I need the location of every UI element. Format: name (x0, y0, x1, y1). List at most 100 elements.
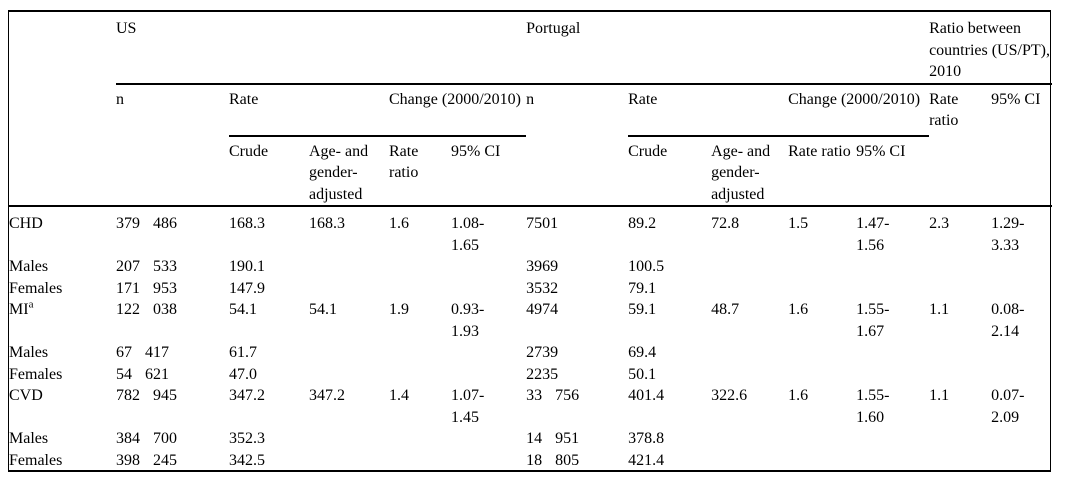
cell-ratio-ci (991, 256, 1052, 278)
cell-pt-ci (856, 428, 929, 450)
header-n-pt: n (526, 90, 535, 108)
cell-ratio-ci (991, 428, 1052, 450)
cell-us-ci: 0.93- 1.93 (451, 301, 485, 340)
cell-pt-ci (856, 256, 929, 278)
cell-us-ci (451, 342, 526, 364)
results-table: US Portugal Ratio between countries (US/… (9, 12, 1053, 472)
cell-pt-ci: 1.55- 1.60 (856, 387, 890, 426)
cell-ratio-rate-ratio: 2.3 (929, 205, 992, 256)
cell-pt-adjusted (711, 278, 788, 300)
cell-us-adjusted: 168.3 (309, 205, 389, 256)
header-rate-ratio-pt: Rate ratio (788, 142, 851, 160)
header-crude-us: Crude (229, 142, 269, 160)
cell-pt-ci (856, 450, 929, 472)
cell-pt-ci (856, 364, 929, 386)
cell-ratio-rate-ratio (929, 428, 991, 450)
header-portugal: Portugal (526, 12, 930, 85)
cell-us-rate-ratio: 1.9 (389, 301, 409, 318)
cell-us-adjusted: 347.2 (309, 387, 345, 404)
cell-us-adjusted (309, 278, 389, 300)
cell-pt-adjusted: 48.7 (711, 301, 740, 318)
cell-pt-crude: 89.2 (628, 205, 712, 256)
cell-us-crude: 61.7 (229, 344, 257, 361)
cell-pt-n: 4974 (526, 301, 559, 318)
cell-pt-n: 33 756 (526, 387, 580, 404)
header-change-pt: Change (2000/2010) (788, 83, 930, 137)
cell-ratio-ci (991, 450, 1052, 472)
cell-us-rate-ratio (389, 428, 451, 450)
row-label: Females (9, 451, 63, 469)
cell-pt-rate-ratio: 1.5 (788, 205, 857, 256)
cell-us-n: 398 245 (116, 451, 177, 469)
table-row-chd-females: Females 171 953 147.9 3532 79.1 (9, 278, 1052, 300)
table-row-cvd-males: Males 384 700 352.3 14 951 378.8 (9, 428, 1052, 450)
cell-pt-crude: 401.4 (628, 387, 665, 404)
table-row-chd: CHD 379 486 168.3 168.3 1.6 1.08- 1.65 7… (9, 205, 1053, 256)
cell-us-rate-ratio (389, 342, 451, 364)
cell-pt-adjusted: 72.8 (711, 205, 789, 256)
header-age-gender-adjusted-pt: Age- and gender-adjusted (711, 142, 771, 203)
table-row-mi-males: Males 67 417 61.7 2739 69.4 (9, 342, 1052, 364)
cell-pt-n: 2235 (526, 365, 559, 383)
row-label: Females (9, 365, 63, 383)
cell-us-ci: 1.07- 1.45 (451, 387, 485, 426)
cell-pt-rate-ratio (788, 256, 856, 278)
header-empty-corner (9, 12, 116, 84)
cell-pt-n: 14 951 (526, 430, 580, 447)
cell-us-n: 379 486 (116, 205, 229, 256)
header-ci-pt: 95% CI (856, 142, 906, 160)
cell-pt-crude: 59.1 (628, 301, 657, 318)
cell-ratio-rate-ratio (929, 278, 991, 300)
cell-ratio-ci: 1.29- 3.33 (991, 205, 1053, 256)
cell-pt-rate-ratio: 1.6 (788, 301, 809, 318)
cell-us-adjusted (309, 256, 389, 278)
header-row-measures: Crude Age- and gender-adjusted Rate rati… (9, 136, 1052, 207)
cell-us-n: 54 621 (116, 365, 169, 383)
cell-pt-ci: 1.47- 1.56 (856, 205, 930, 256)
cell-pt-crude: 421.4 (628, 451, 665, 469)
cell-pt-rate-ratio (788, 450, 856, 472)
cell-us-adjusted (309, 364, 389, 386)
cell-us-n: 782 945 (116, 387, 177, 404)
cell-us-rate-ratio: 1.6 (389, 205, 451, 256)
cell-ratio-rate-ratio (929, 256, 991, 278)
cell-ratio-ci (991, 278, 1052, 300)
cell-us-crude: 190.1 (229, 258, 265, 275)
cell-us-ci (451, 256, 526, 278)
cell-ratio-rate-ratio (929, 342, 991, 364)
header-ci-us: 95% CI (451, 142, 501, 160)
header-us: US (116, 12, 527, 85)
cell-pt-adjusted (711, 428, 788, 450)
header-crude-pt: Crude (628, 142, 668, 160)
header-row-groups: n Rate Change (2000/2010) n Rate Change … (9, 83, 1052, 137)
cell-us-rate-ratio (389, 450, 451, 472)
row-label: CHD (9, 205, 116, 256)
cell-pt-n: 3969 (526, 258, 559, 275)
cell-us-ci: 1.08- 1.65 (451, 205, 527, 256)
row-label: Males (9, 430, 49, 447)
cell-ratio-rate-ratio (929, 450, 991, 472)
table-row-chd-males: Males 207 533 190.1 3969 100.5 (9, 256, 1052, 278)
row-label: Females (9, 279, 63, 297)
cell-pt-adjusted (711, 364, 788, 386)
cell-pt-rate-ratio (788, 364, 856, 386)
cell-ratio-rate-ratio: 1.1 (929, 301, 950, 318)
cell-us-adjusted (309, 450, 389, 472)
cell-pt-crude: 50.1 (628, 365, 657, 383)
cell-pt-crude: 378.8 (628, 430, 665, 447)
row-label: MIa (9, 299, 34, 318)
cell-pt-rate-ratio (788, 342, 856, 364)
table-row-cvd: CVD 782 945 347.2 347.2 1.4 1.07- 1.45 3… (9, 385, 1052, 428)
cell-us-n: 122 038 (116, 301, 177, 318)
cell-pt-adjusted: 322.6 (711, 387, 748, 404)
header-row-countries: US Portugal Ratio between countries (US/… (9, 12, 1053, 85)
cell-us-ci (451, 450, 526, 472)
footnote-marker: a (28, 299, 34, 311)
cell-pt-crude: 69.4 (628, 344, 657, 361)
row-label: CVD (9, 387, 43, 404)
cell-pt-rate-ratio: 1.6 (788, 387, 809, 404)
row-label: Males (9, 258, 49, 275)
cell-us-adjusted: 54.1 (309, 301, 337, 318)
row-label: Males (9, 344, 49, 361)
